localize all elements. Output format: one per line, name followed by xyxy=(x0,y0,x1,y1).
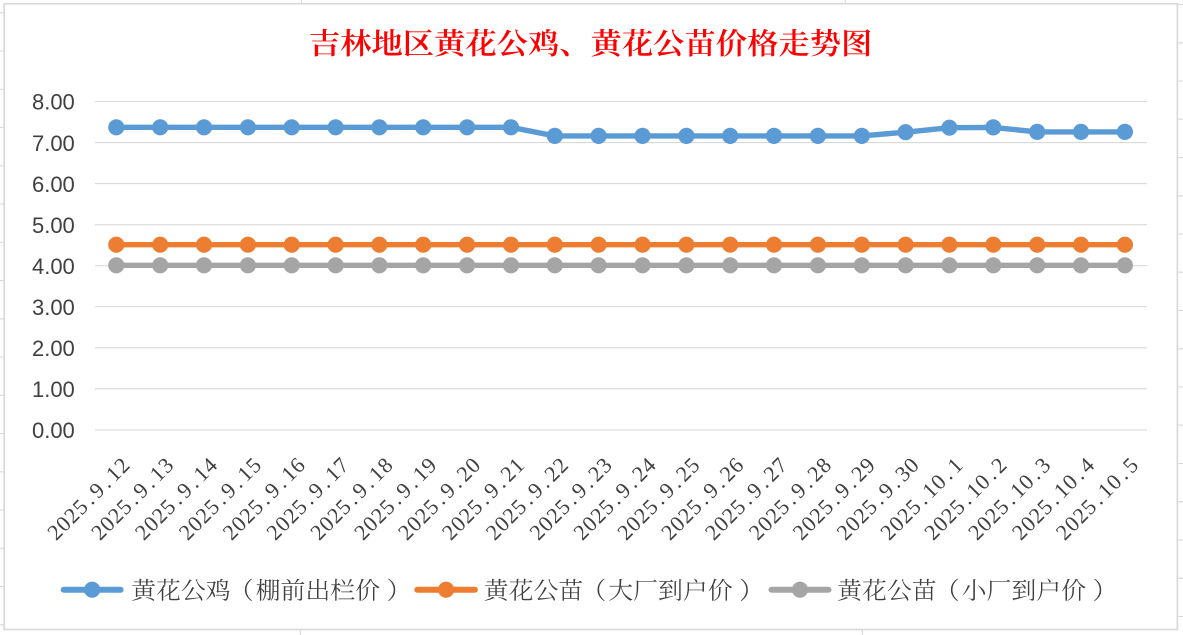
svg-text:0.00: 0.00 xyxy=(32,418,75,443)
svg-text:3.00: 3.00 xyxy=(32,295,75,320)
svg-text:8.00: 8.00 xyxy=(32,90,75,115)
svg-text:7.00: 7.00 xyxy=(32,131,75,156)
svg-text:5.00: 5.00 xyxy=(32,213,75,238)
svg-text:2.00: 2.00 xyxy=(32,336,75,361)
svg-text:1.00: 1.00 xyxy=(32,377,75,402)
svg-text:6.00: 6.00 xyxy=(32,172,75,197)
svg-text:4.00: 4.00 xyxy=(32,254,75,279)
